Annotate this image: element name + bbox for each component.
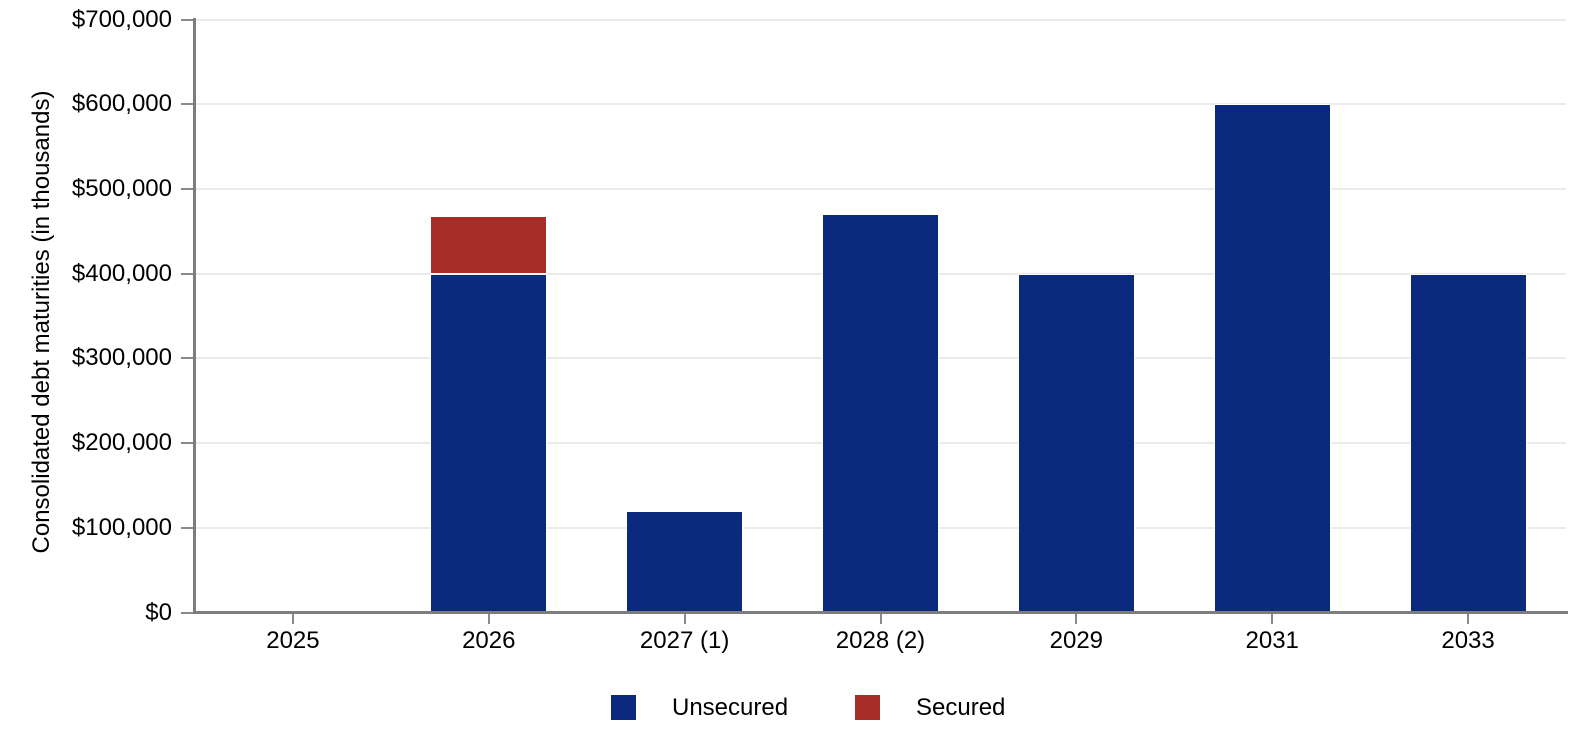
y-axis-tick [181,103,195,106]
x-axis-tick-label: 2031 [1245,627,1299,654]
gridline [195,103,1566,106]
x-axis-tick-label: 2027 (1) [639,627,730,654]
y-axis-tick-label: $0 [145,598,172,626]
x-axis-tick-label: 2028 (2) [835,627,926,654]
x-axis-tick [683,614,686,624]
y-axis-tick-label: $100,000 [71,513,172,541]
y-axis-tick-label: $700,000 [71,5,172,33]
y-axis-tick-label: $600,000 [71,90,172,118]
bar-2026-secured [430,216,548,274]
bar-2033-unsecured [1409,273,1527,613]
legend-label-unsecured: Unsecured [672,694,789,721]
x-axis-line [193,611,1568,614]
y-axis-tick-label: $300,000 [71,344,172,372]
y-axis-tick [181,526,195,529]
y-axis-tick [181,357,195,360]
gridline [195,187,1566,190]
legend-item-secured: Secured [855,695,1005,720]
x-axis-tick [487,614,490,624]
y-axis-tick [181,272,195,275]
x-axis-tick [1271,614,1274,624]
bar-2029-unsecured [1017,273,1135,613]
y-axis-tick [181,611,195,614]
legend-swatch-secured [855,695,880,720]
x-axis-tick [291,614,294,624]
x-axis-tick-label: 2033 [1441,627,1495,654]
gridline [195,18,1566,21]
legend-label-secured: Secured [916,694,1006,721]
y-axis-tick-label: $500,000 [71,174,172,202]
x-axis-tick [1075,614,1078,624]
y-axis-tick-label: $400,000 [71,259,172,287]
y-axis-tick [181,187,195,190]
x-axis-tick-label: 2029 [1049,627,1104,654]
bar-2026-unsecured [430,273,548,613]
x-axis-tick-label: 2025 [266,627,320,654]
x-axis-tick [879,614,882,624]
y-axis-tick-label: $200,000 [71,429,172,457]
bar-2031-unsecured [1213,104,1331,613]
legend-item-unsecured: Unsecured [611,695,788,720]
x-axis-tick-label: 2026 [462,627,516,654]
bar-20271-unsecured [626,510,744,613]
x-axis-tick [1467,614,1470,624]
y-axis-line [192,18,196,614]
legend-swatch-unsecured [611,695,636,720]
y-axis-title: Consolidated debt maturities (in thousan… [28,90,55,554]
y-axis-tick [181,442,195,445]
bar-20282-unsecured [822,214,939,613]
y-axis-tick [181,18,195,21]
